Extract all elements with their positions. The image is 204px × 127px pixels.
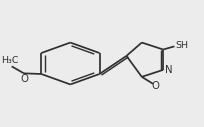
- Text: O: O: [21, 74, 29, 84]
- Text: N: N: [165, 66, 173, 75]
- Text: SH: SH: [176, 41, 189, 50]
- Text: H₃C: H₃C: [1, 56, 18, 65]
- Text: O: O: [151, 81, 160, 91]
